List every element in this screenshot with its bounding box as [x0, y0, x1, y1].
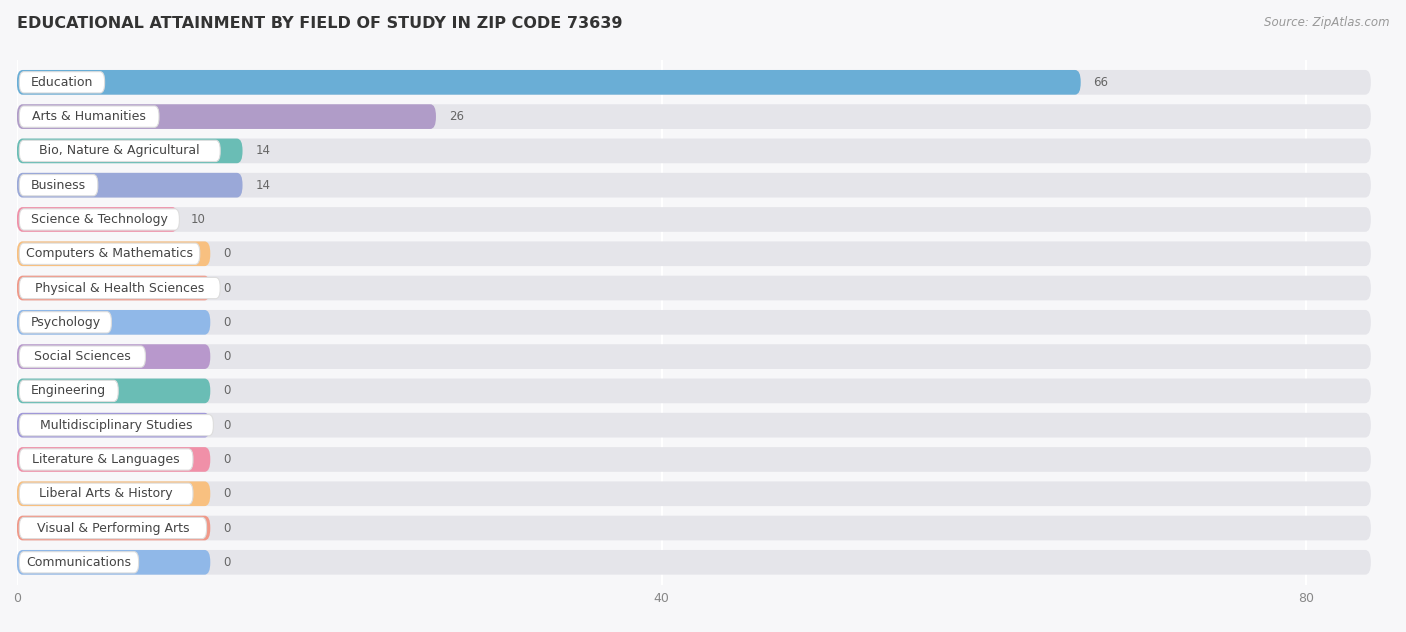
- FancyBboxPatch shape: [17, 310, 211, 335]
- FancyBboxPatch shape: [17, 482, 1371, 506]
- Text: 14: 14: [256, 144, 270, 157]
- Text: 10: 10: [191, 213, 205, 226]
- FancyBboxPatch shape: [17, 207, 179, 232]
- FancyBboxPatch shape: [17, 276, 1371, 300]
- FancyBboxPatch shape: [17, 207, 1371, 232]
- Text: Business: Business: [31, 179, 86, 191]
- FancyBboxPatch shape: [17, 482, 211, 506]
- FancyBboxPatch shape: [17, 516, 1371, 540]
- Text: 0: 0: [224, 556, 231, 569]
- FancyBboxPatch shape: [20, 140, 221, 162]
- FancyBboxPatch shape: [17, 413, 1371, 437]
- FancyBboxPatch shape: [17, 550, 1371, 574]
- FancyBboxPatch shape: [17, 447, 211, 472]
- FancyBboxPatch shape: [20, 174, 98, 196]
- FancyBboxPatch shape: [20, 209, 180, 230]
- FancyBboxPatch shape: [17, 550, 211, 574]
- Text: 0: 0: [224, 281, 231, 295]
- Text: Physical & Health Sciences: Physical & Health Sciences: [35, 281, 204, 295]
- Text: Education: Education: [31, 76, 93, 89]
- FancyBboxPatch shape: [17, 173, 1371, 198]
- FancyBboxPatch shape: [20, 312, 111, 333]
- Text: Communications: Communications: [27, 556, 131, 569]
- FancyBboxPatch shape: [17, 344, 1371, 369]
- FancyBboxPatch shape: [17, 138, 1371, 163]
- Text: Arts & Humanities: Arts & Humanities: [32, 110, 146, 123]
- Text: 0: 0: [224, 487, 231, 501]
- Text: 0: 0: [224, 418, 231, 432]
- FancyBboxPatch shape: [17, 241, 211, 266]
- FancyBboxPatch shape: [17, 241, 1371, 266]
- FancyBboxPatch shape: [20, 449, 193, 470]
- Text: 0: 0: [224, 350, 231, 363]
- Text: Liberal Arts & History: Liberal Arts & History: [39, 487, 173, 501]
- FancyBboxPatch shape: [20, 106, 159, 127]
- FancyBboxPatch shape: [17, 310, 1371, 335]
- FancyBboxPatch shape: [17, 413, 211, 437]
- FancyBboxPatch shape: [17, 138, 242, 163]
- Text: EDUCATIONAL ATTAINMENT BY FIELD OF STUDY IN ZIP CODE 73639: EDUCATIONAL ATTAINMENT BY FIELD OF STUDY…: [17, 16, 623, 31]
- Text: 0: 0: [224, 453, 231, 466]
- Text: 0: 0: [224, 521, 231, 535]
- Text: Literature & Languages: Literature & Languages: [32, 453, 180, 466]
- FancyBboxPatch shape: [20, 71, 104, 93]
- Text: 14: 14: [256, 179, 270, 191]
- FancyBboxPatch shape: [17, 379, 1371, 403]
- Text: Psychology: Psychology: [31, 316, 100, 329]
- Text: 0: 0: [224, 247, 231, 260]
- Text: 0: 0: [224, 384, 231, 398]
- Text: 26: 26: [449, 110, 464, 123]
- FancyBboxPatch shape: [20, 552, 139, 573]
- Text: Multidisciplinary Studies: Multidisciplinary Studies: [41, 418, 193, 432]
- FancyBboxPatch shape: [17, 70, 1081, 95]
- FancyBboxPatch shape: [17, 276, 211, 300]
- Text: Visual & Performing Arts: Visual & Performing Arts: [37, 521, 190, 535]
- FancyBboxPatch shape: [20, 277, 221, 299]
- Text: Science & Technology: Science & Technology: [31, 213, 167, 226]
- FancyBboxPatch shape: [17, 447, 1371, 472]
- FancyBboxPatch shape: [20, 483, 193, 504]
- Text: Computers & Mathematics: Computers & Mathematics: [27, 247, 193, 260]
- Text: Bio, Nature & Agricultural: Bio, Nature & Agricultural: [39, 144, 200, 157]
- Text: Social Sciences: Social Sciences: [34, 350, 131, 363]
- FancyBboxPatch shape: [20, 243, 200, 264]
- Text: Source: ZipAtlas.com: Source: ZipAtlas.com: [1264, 16, 1389, 29]
- FancyBboxPatch shape: [17, 70, 1371, 95]
- FancyBboxPatch shape: [17, 516, 211, 540]
- FancyBboxPatch shape: [17, 344, 211, 369]
- FancyBboxPatch shape: [20, 380, 118, 401]
- FancyBboxPatch shape: [20, 346, 145, 367]
- FancyBboxPatch shape: [20, 518, 207, 538]
- FancyBboxPatch shape: [17, 104, 436, 129]
- Text: 66: 66: [1094, 76, 1108, 89]
- FancyBboxPatch shape: [17, 173, 242, 198]
- FancyBboxPatch shape: [17, 379, 211, 403]
- Text: Engineering: Engineering: [31, 384, 107, 398]
- FancyBboxPatch shape: [17, 104, 1371, 129]
- FancyBboxPatch shape: [20, 415, 214, 436]
- Text: 0: 0: [224, 316, 231, 329]
